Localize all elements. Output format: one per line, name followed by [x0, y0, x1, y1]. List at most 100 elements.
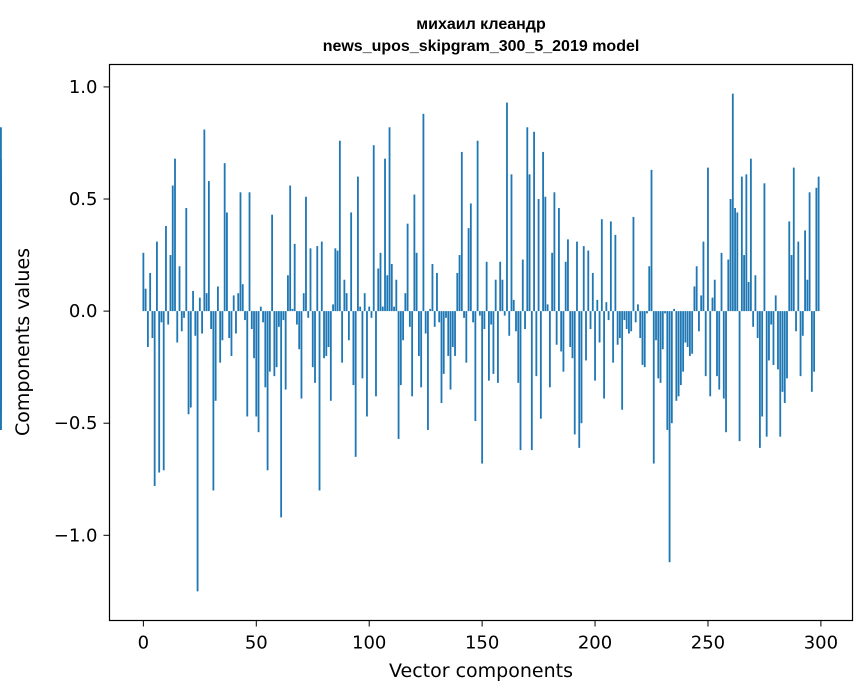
- bar: [774, 295, 777, 312]
- bar: [465, 311, 468, 363]
- bar: [219, 311, 222, 363]
- bar: [142, 252, 145, 312]
- bar: [481, 311, 484, 464]
- bar: [372, 145, 375, 312]
- bar: [420, 311, 423, 388]
- bar: [508, 311, 511, 336]
- y-tick-label: 0.5: [69, 189, 98, 210]
- bar: [657, 311, 660, 379]
- bar: [799, 311, 802, 377]
- bar: [734, 207, 736, 312]
- bar: [808, 192, 811, 312]
- bar: [230, 311, 233, 356]
- bar: [417, 311, 420, 356]
- x-tick-label: 300: [804, 633, 838, 654]
- bar: [174, 158, 176, 312]
- bar: [815, 187, 818, 312]
- bar: [144, 288, 147, 312]
- bar: [203, 129, 206, 312]
- bar: [718, 311, 721, 390]
- bar: [650, 169, 653, 312]
- bar: [338, 140, 341, 312]
- bar: [296, 311, 298, 325]
- bar: [544, 196, 547, 312]
- bar: [183, 311, 185, 318]
- bar: [411, 311, 414, 397]
- bar: [180, 311, 183, 332]
- bar: [756, 311, 759, 339]
- bar: [309, 248, 312, 312]
- bar: [492, 311, 495, 374]
- bar: [253, 311, 255, 359]
- bar: [388, 127, 391, 312]
- bar: [528, 174, 531, 312]
- bar: [167, 311, 170, 325]
- bar: [153, 311, 156, 486]
- bar: [792, 167, 795, 312]
- bar: [395, 279, 398, 312]
- bar: [327, 311, 330, 347]
- bar: [302, 293, 305, 312]
- bar: [424, 311, 427, 334]
- bar: [384, 158, 386, 312]
- bar: [467, 228, 470, 312]
- bar: [510, 174, 513, 312]
- bar: [655, 311, 657, 341]
- bar: [817, 176, 820, 312]
- bar: [149, 273, 152, 312]
- bar: [0, 311, 2, 365]
- bar: [587, 250, 590, 312]
- bar: [433, 311, 436, 327]
- bar: [291, 308, 294, 312]
- bar: [406, 223, 409, 312]
- bar: [381, 306, 384, 312]
- bar: [567, 239, 569, 312]
- bar: [485, 261, 488, 312]
- bar: [727, 259, 730, 312]
- bar: [621, 311, 624, 410]
- bar: [289, 185, 292, 312]
- bar: [146, 311, 149, 347]
- bar: [268, 311, 271, 372]
- bar: [564, 261, 567, 312]
- bar: [474, 311, 477, 421]
- bar: [618, 311, 621, 339]
- bar: [404, 293, 407, 312]
- bar: [752, 311, 755, 327]
- bar: [612, 311, 615, 363]
- bar: [623, 311, 626, 321]
- y-tick-label: −1.0: [54, 525, 98, 546]
- bar: [214, 311, 217, 401]
- bar: [729, 199, 732, 312]
- bar: [639, 311, 642, 339]
- chart-title: михаил клеандр news_upos_skipgram_300_5_…: [323, 16, 640, 55]
- bar: [436, 273, 438, 312]
- bar: [637, 304, 639, 312]
- plot-frame: [108, 63, 854, 622]
- bar: [239, 192, 242, 312]
- bar: [287, 275, 289, 312]
- bar: [643, 311, 646, 368]
- bar: [731, 93, 734, 312]
- bar: [442, 311, 445, 374]
- bar: [445, 311, 447, 318]
- bar: [709, 311, 712, 397]
- bar: [666, 311, 669, 430]
- bar: [305, 196, 307, 312]
- bar: [311, 311, 314, 368]
- bar: [558, 207, 560, 312]
- bar: [158, 311, 161, 473]
- bar: [688, 311, 691, 356]
- bar: [506, 102, 508, 312]
- bar: [596, 299, 599, 312]
- bar: [702, 241, 705, 312]
- bar: [777, 311, 779, 370]
- bar: [307, 311, 310, 318]
- bar: [630, 311, 633, 332]
- bar: [300, 311, 303, 399]
- bar: [458, 255, 461, 312]
- bar: [580, 311, 583, 424]
- bar: [189, 311, 192, 408]
- bar: [248, 192, 251, 312]
- bar: [713, 279, 716, 312]
